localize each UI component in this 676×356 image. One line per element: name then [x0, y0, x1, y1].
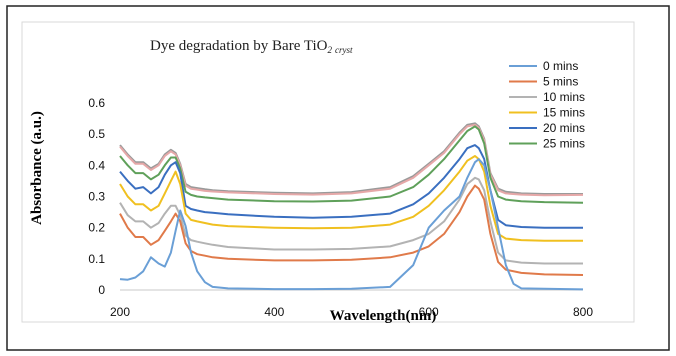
legend-label: 20 mins: [543, 121, 585, 135]
series-line: [119, 176, 583, 265]
legend-label: 10 mins: [543, 90, 585, 104]
y-tick-label: 0.3: [88, 190, 105, 204]
series-line: [119, 155, 583, 242]
x-tick-labels: 200 400 600 800: [110, 305, 593, 319]
x-tick-label: 200: [110, 305, 130, 319]
legend-label: 25 mins: [543, 137, 585, 151]
x-tick-label: 400: [264, 305, 284, 319]
series-line: [119, 184, 584, 276]
y-tick-labels: 0 0.1 0.2 0.3 0.4 0.5 0.6: [88, 96, 105, 297]
outer-border: [6, 5, 670, 351]
y-tick-label: 0.2: [88, 221, 105, 235]
x-tick-label: 600: [419, 305, 439, 319]
x-tick-label: 800: [573, 305, 593, 319]
y-tick-label: 0.6: [88, 96, 105, 110]
y-tick-label: 0.1: [88, 252, 105, 266]
legend-label: 0 mins: [543, 59, 578, 73]
y-tick-label: 0.4: [88, 158, 105, 172]
x-axis-title: Wavelength(nm): [330, 308, 437, 324]
legend-label: 5 mins: [543, 75, 578, 89]
y-tick-label: 0: [98, 283, 105, 297]
series-line: [119, 125, 584, 204]
series-lines: [119, 122, 584, 291]
plot-area-border: [21, 21, 635, 323]
chart-title: Dye degradation by Bare TiO2 cryst: [150, 38, 353, 55]
series-line: [119, 158, 584, 291]
legend-label: 15 mins: [543, 106, 585, 120]
y-axis-title: Absorbance (a.u.): [29, 111, 45, 225]
y-tick-label: 0.5: [88, 127, 105, 141]
